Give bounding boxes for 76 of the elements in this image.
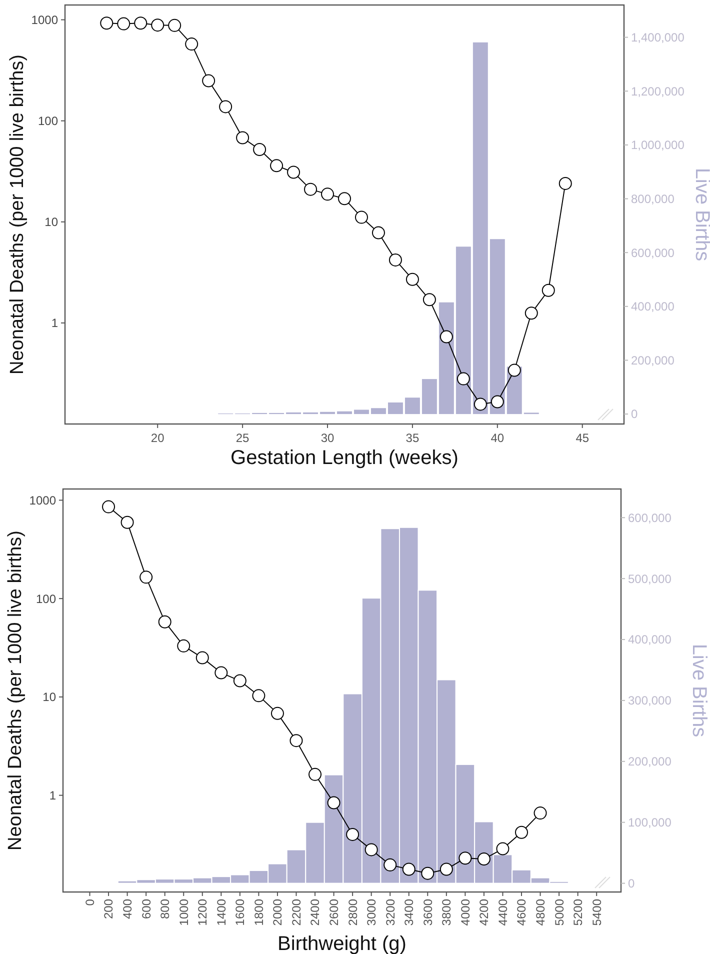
y2-tick-label: 200,000 [628, 754, 672, 769]
x-tick-label: 800 [158, 898, 172, 920]
point [490, 395, 504, 408]
x-tick-label: 20 [150, 431, 165, 445]
x-tick-label: 25 [236, 431, 250, 445]
y-axis-title: Neonatal Deaths (per 1000 live births) [7, 54, 28, 375]
point [440, 330, 453, 344]
x-tick-label: 1600 [233, 898, 248, 926]
y2-tick-label: 300,000 [628, 694, 672, 708]
x-tick-label: 2000 [270, 898, 285, 926]
x-tick-label: 1200 [196, 898, 210, 926]
x-tick-label: 2200 [289, 898, 304, 926]
y2-tick-label: 200,000 [631, 353, 675, 368]
y2-tick-label: 400,000 [628, 632, 672, 647]
point [346, 828, 360, 841]
x-tick-label: 3800 [440, 898, 454, 926]
y-tick-label: 100 [36, 592, 56, 606]
point [456, 372, 470, 386]
x-tick-label: 5200 [571, 898, 586, 926]
y2-tick-label: 500,000 [628, 572, 672, 586]
y2-tick-label: 1,200,000 [631, 84, 685, 98]
x-tick-label: 35 [406, 431, 420, 445]
x-tick-label: 3400 [402, 898, 416, 926]
y2-tick-label: 0 [631, 407, 638, 422]
x-tick-label: 1800 [252, 898, 266, 926]
x-tick-label: 4400 [496, 898, 510, 926]
point [508, 364, 521, 377]
y2-tick-label: 1,000,000 [631, 138, 685, 152]
point [402, 862, 416, 876]
x-tick-label: 4200 [477, 898, 492, 926]
y2-tick-label: 600,000 [631, 246, 675, 260]
y-tick-label: 100 [38, 114, 58, 128]
y-tick-label: 1 [49, 788, 56, 803]
y2-tick-label: 1,400,000 [631, 30, 685, 44]
y2-tick-label: 400,000 [631, 300, 675, 314]
point [384, 858, 397, 872]
x-tick-label: 45 [576, 431, 590, 445]
x-tick-label: 2600 [326, 898, 341, 926]
x-tick-label: 4600 [514, 898, 529, 926]
point [364, 843, 378, 856]
x-tick-label: 3600 [420, 898, 435, 926]
x-tick-label: 200 [102, 898, 116, 920]
point [440, 862, 453, 876]
x-tick-label: 40 [490, 431, 504, 445]
point [421, 866, 434, 880]
x-tick-label: 3000 [364, 898, 379, 926]
x-tick-label: 600 [139, 898, 154, 920]
x-tick-label: 3200 [383, 898, 398, 926]
x-tick-label: 30 [320, 431, 335, 445]
x-tick-label: 2400 [308, 898, 322, 926]
x-tick-label: 4000 [458, 898, 472, 926]
x-tick-label: 5400 [590, 898, 604, 926]
y-tick-label: 10 [42, 690, 56, 704]
y2-tick-label: 800,000 [631, 192, 675, 206]
x-axis-title: Birthweight (g) [278, 933, 406, 954]
x-tick-label: 2800 [346, 898, 360, 926]
y-tick-label: 1000 [29, 493, 56, 508]
x-tick-label: 4800 [533, 898, 548, 926]
y2-tick-label: 0 [628, 876, 635, 890]
y2-tick-label: 100,000 [628, 816, 672, 830]
x-tick-label: 5000 [552, 898, 566, 926]
y-axis-title: Neonatal Deaths (per 1000 live births) [5, 530, 26, 851]
y-tick-label: 10 [44, 215, 58, 230]
point [474, 398, 487, 411]
point [327, 796, 340, 810]
x-axis-title: Gestation Length (weeks) [230, 447, 458, 469]
y2-axis-title: Live Births [688, 644, 710, 738]
x-tick-label: 1400 [214, 898, 228, 926]
x-tick-label: 400 [120, 898, 134, 920]
point [477, 852, 490, 866]
y-tick-label: 1000 [31, 12, 58, 27]
y-tick-label: 1 [51, 316, 58, 330]
y2-tick-label: 600,000 [628, 510, 672, 525]
point [458, 852, 472, 865]
x-tick-label: 0 [82, 898, 97, 906]
x-tick-label: 1000 [176, 898, 191, 926]
